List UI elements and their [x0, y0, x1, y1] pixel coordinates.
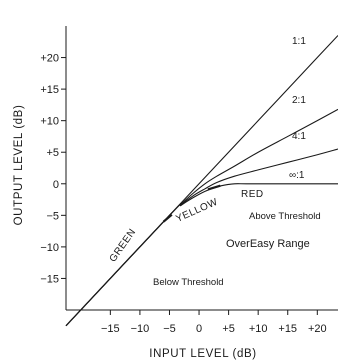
zone-label-yellow: YELLOW — [174, 197, 219, 225]
zone-boundary-dash — [207, 184, 221, 191]
region-label-overeasy-range: OverEasy Range — [226, 238, 310, 250]
ratio-label-2-1: 2:1 — [292, 95, 306, 106]
x-tick-label: +20 — [308, 323, 327, 335]
zone-label-red: RED — [241, 189, 264, 200]
ratio-label-1-1: 1:1 — [292, 36, 306, 47]
x-tick-label: +10 — [249, 323, 268, 335]
region-label-below-threshold: Below Threshold — [153, 277, 224, 288]
x-tick-label: −15 — [101, 323, 120, 335]
y-tick-label: 0 — [53, 179, 59, 191]
x-tick-label: 0 — [196, 323, 202, 335]
x-tick-label: −5 — [163, 323, 176, 335]
y-tick-label: −15 — [40, 273, 59, 285]
y-tick-label: −10 — [40, 242, 59, 254]
x-axis-ticks: −15 −10 −5 0 +5 +10 +15 +20 — [101, 310, 327, 335]
y-tick-label: −5 — [46, 210, 59, 222]
x-tick-label: +15 — [278, 323, 297, 335]
y-axis-title: OUTPUT LEVEL (dB) — [13, 105, 25, 226]
y-tick-label: +20 — [40, 53, 59, 65]
x-tick-label: −10 — [131, 323, 150, 335]
ratio-label-4-1: 4:1 — [292, 131, 306, 142]
y-tick-label: +5 — [46, 147, 59, 159]
zone-boundary-dash — [162, 213, 173, 223]
y-tick-label: +15 — [40, 84, 59, 96]
y-axis-ticks: +20 +15 +10 +5 0 −5 −10 −15 — [40, 53, 66, 285]
ratio-label-inf-1: ∞:1 — [289, 170, 305, 181]
zone-boundary-marks — [162, 184, 221, 223]
x-tick-label: +5 — [222, 323, 235, 335]
zone-label-green: GREEN — [108, 227, 139, 264]
x-axis-title: INPUT LEVEL (dB) — [149, 348, 256, 360]
y-tick-label: +10 — [40, 116, 59, 128]
region-label-above-threshold: Above Threshold — [249, 211, 321, 222]
